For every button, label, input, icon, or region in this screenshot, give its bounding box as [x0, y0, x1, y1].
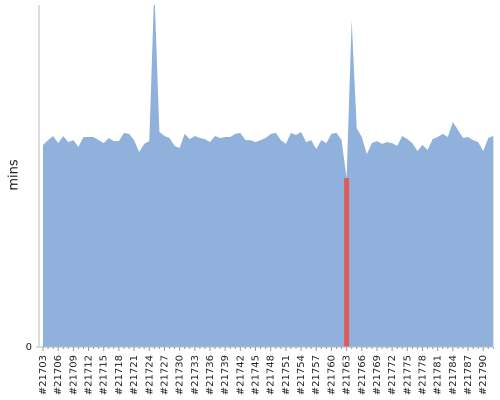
x-tick-label: #21742: [235, 355, 246, 395]
x-tick-label: #21727: [159, 355, 170, 395]
x-tick-label: #21730: [175, 355, 186, 395]
y-axis-label: mins: [7, 159, 22, 191]
x-tick-label: #21703: [38, 355, 49, 395]
x-tick-label: #21715: [99, 355, 110, 395]
x-tick-label: #21763: [342, 355, 353, 395]
x-tick-label: #21736: [205, 355, 216, 395]
x-tick-label: #21769: [372, 355, 383, 395]
highlight-bar: [344, 178, 350, 347]
x-tick-label: #21754: [296, 355, 307, 395]
x-tick-label: #21781: [433, 355, 444, 395]
x-tick-label: #21712: [84, 355, 95, 395]
x-tick-label: #21760: [326, 355, 337, 395]
y-tick-label: 0: [26, 342, 32, 353]
x-tick-label: #21733: [190, 355, 201, 395]
x-tick-label: #21787: [463, 355, 474, 395]
x-tick-label: #21778: [418, 355, 429, 395]
x-tick-label: #21757: [311, 355, 322, 395]
x-tick-label: #21772: [387, 355, 398, 395]
x-tick-label: #21739: [220, 355, 231, 395]
x-tick-label: #21718: [114, 355, 125, 395]
x-tick-label: #21751: [281, 355, 292, 395]
x-tick-label: #21706: [53, 355, 64, 395]
x-tick-label: #21748: [266, 355, 277, 395]
x-tick-label: #21790: [478, 355, 489, 395]
x-tick-label: #21709: [68, 355, 79, 395]
x-tick-label: #21745: [251, 355, 262, 395]
area: [43, 5, 494, 347]
x-tick-label: #21784: [448, 355, 459, 395]
x-tick-label: #21724: [144, 355, 155, 395]
x-tick-label: #21721: [129, 355, 140, 395]
x-tick-label: #21766: [357, 355, 368, 395]
x-tick-label: #21775: [402, 355, 413, 395]
plot-area: [43, 5, 494, 347]
